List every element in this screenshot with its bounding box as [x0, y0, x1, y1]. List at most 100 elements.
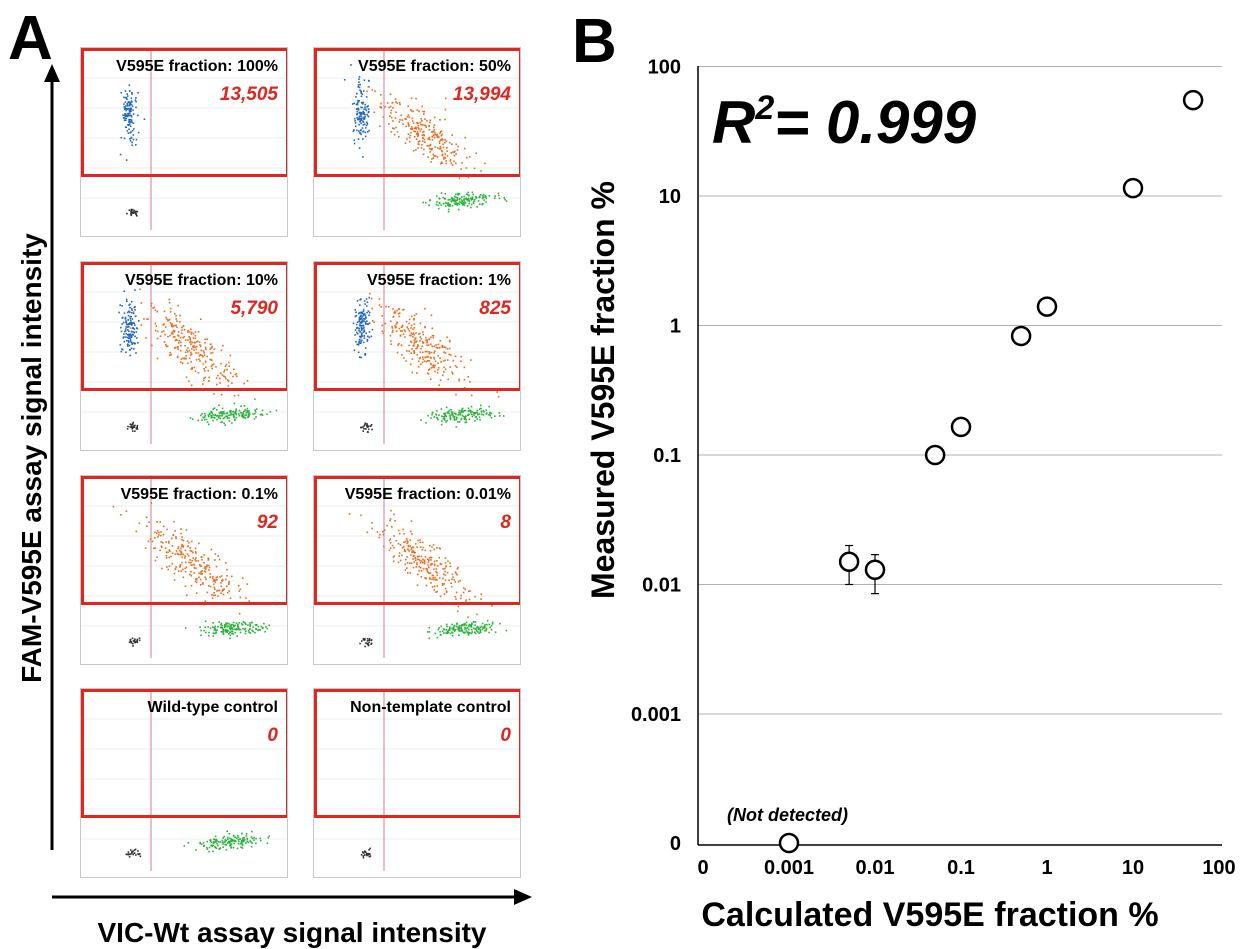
droplet-point [491, 623, 494, 625]
droplet-point [241, 843, 244, 846]
droplet-point [123, 137, 126, 140]
droplet-point [471, 413, 473, 416]
droplet-point [438, 347, 441, 349]
droplet-point [431, 563, 433, 565]
droplet-point [389, 115, 391, 117]
droplet-point [240, 841, 243, 843]
droplet-point [425, 584, 428, 587]
droplet-point [443, 417, 446, 420]
droplet-point [172, 336, 175, 338]
droplet-point [353, 102, 356, 105]
data-point [924, 444, 946, 466]
droplet-point [417, 365, 420, 368]
droplet-point [214, 588, 216, 590]
droplet-point [449, 141, 451, 144]
droplet-point [131, 637, 134, 640]
droplet-point [366, 121, 368, 124]
droplet-point [228, 414, 231, 417]
droplet-point [240, 405, 242, 407]
droplet-point [135, 210, 137, 213]
droplet-point [365, 322, 367, 325]
droplet-point [129, 849, 132, 851]
droplet-point [398, 552, 401, 554]
droplet-point [187, 347, 189, 349]
droplet-point [466, 631, 469, 634]
droplet-point [213, 586, 216, 589]
droplet-point [246, 840, 249, 843]
droplet-point [361, 93, 364, 96]
droplet-point [207, 559, 210, 561]
droplet-point [195, 567, 197, 569]
droplet-point [216, 843, 218, 845]
droplet-point [231, 632, 233, 635]
droplet-point [242, 416, 244, 419]
droplet-point [208, 846, 211, 849]
droplet-point [232, 621, 235, 624]
droplet-point [469, 381, 471, 383]
droplet-point [463, 410, 465, 412]
droplet-point [438, 577, 441, 579]
droplet-point [232, 413, 235, 416]
droplet-point [402, 528, 404, 531]
droplet-point [413, 561, 415, 563]
droplet-point [132, 421, 135, 424]
droplet-point [186, 594, 188, 596]
droplet-point [168, 540, 170, 543]
droplet-point [453, 195, 456, 198]
droplet-point [123, 312, 126, 314]
scatter-subplot: Non-template control 0 [313, 688, 521, 878]
droplet-point [459, 197, 461, 200]
droplet-point [225, 629, 228, 632]
droplet-point [433, 585, 436, 588]
droplet-point [137, 92, 139, 94]
droplet-point [380, 102, 382, 105]
blue-droplet-cluster [352, 296, 374, 359]
droplet-point [441, 162, 443, 165]
droplet-point [381, 330, 384, 333]
droplet-point [196, 340, 199, 343]
droplet-point [451, 634, 454, 637]
droplet-point [180, 358, 183, 360]
droplet-point [124, 90, 127, 92]
droplet-point [480, 404, 482, 407]
droplet-point [181, 362, 184, 364]
droplet-point [468, 623, 471, 626]
droplet-point [426, 342, 428, 344]
droplet-point [126, 343, 129, 346]
droplet-point [125, 339, 128, 342]
droplet-point [128, 118, 130, 121]
droplet-point [396, 351, 399, 354]
droplet-point [449, 205, 451, 207]
subplot-title: Wild-type control [147, 699, 278, 716]
droplet-point [196, 592, 198, 594]
droplet-point [211, 345, 213, 348]
droplet-point [445, 162, 447, 165]
droplet-point [426, 145, 429, 147]
droplet-point [485, 409, 488, 411]
droplet-point [202, 582, 204, 584]
droplet-point [227, 385, 230, 387]
droplet-point [365, 428, 367, 430]
droplet-point [357, 99, 359, 102]
droplet-point [428, 352, 431, 354]
droplet-point [471, 411, 473, 413]
droplet-point [120, 91, 123, 94]
droplet-point [129, 138, 131, 140]
droplet-point [214, 840, 217, 842]
droplet-point [185, 627, 187, 629]
droplet-point [364, 103, 366, 106]
droplet-point [436, 371, 439, 374]
droplet-point [471, 623, 473, 625]
droplet-point [420, 576, 423, 578]
droplet-point [429, 148, 432, 150]
droplet-point [452, 415, 454, 417]
droplet-point [237, 843, 240, 845]
x-tick-label: 0 [697, 857, 708, 879]
droplet-point [448, 353, 450, 356]
droplet-point [424, 356, 426, 359]
droplet-point [192, 337, 195, 339]
droplet-point [431, 334, 434, 337]
droplet-point [453, 412, 456, 414]
droplet-point [268, 835, 270, 837]
droplet-point [132, 122, 135, 124]
